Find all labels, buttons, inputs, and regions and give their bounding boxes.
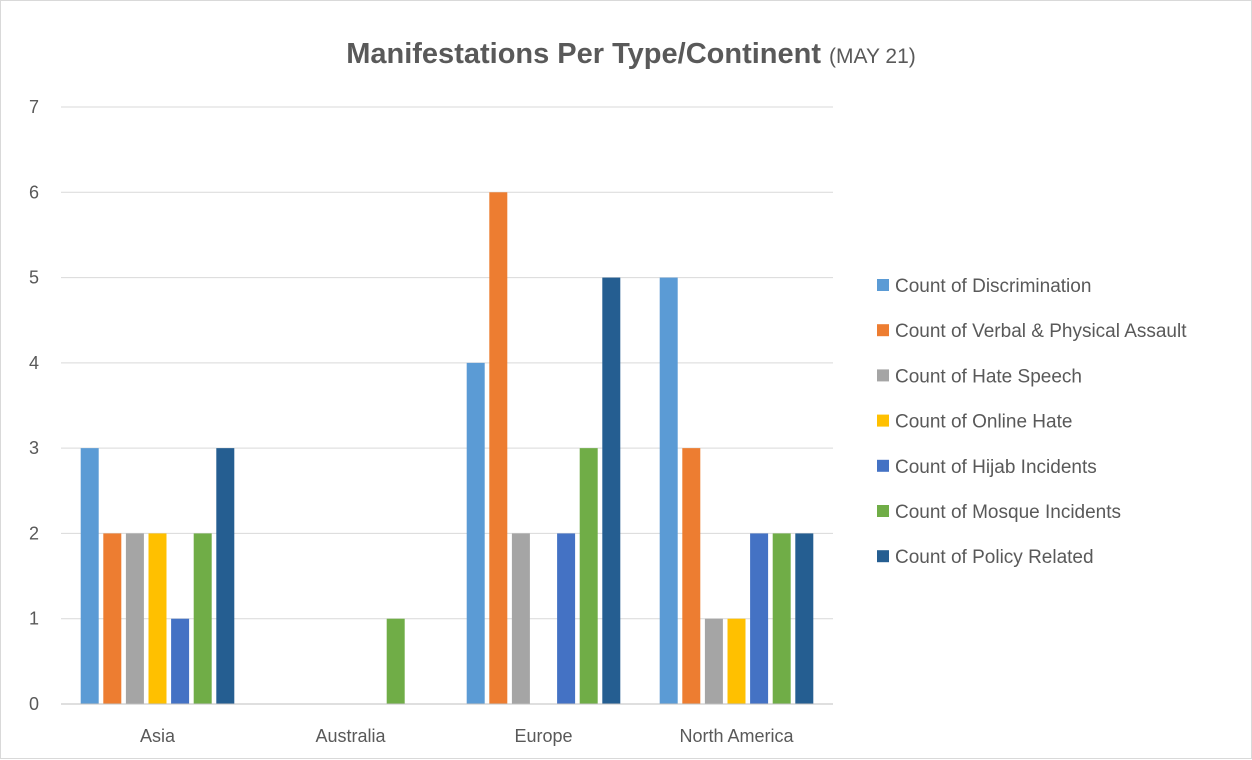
- bar-north-america-series-4: [727, 618, 746, 704]
- bar-north-america-series-1: [659, 277, 678, 704]
- legend-item: Count of Verbal & Physical Assault: [877, 321, 1187, 342]
- y-tick-label: 0: [29, 694, 39, 714]
- legend-label: Count of Policy Related: [895, 547, 1094, 568]
- bar-europe-series-1: [466, 362, 485, 704]
- legend-item: Count of Hijab Incidents: [877, 457, 1097, 478]
- bar-asia-series-6: [193, 533, 212, 704]
- legend-label: Count of Verbal & Physical Assault: [895, 321, 1187, 342]
- legend-item: Count of Online Hate: [877, 412, 1072, 433]
- bars: [80, 192, 814, 705]
- bar-asia-series-2: [103, 533, 122, 704]
- legend: Count of Discrimination Count of Verbal &…: [877, 276, 1187, 568]
- y-tick-label: 2: [29, 523, 39, 543]
- legend-swatch: [877, 324, 889, 337]
- legend-swatch: [877, 505, 889, 517]
- bar-asia-series-5: [171, 618, 190, 704]
- bar-north-america-series-2: [682, 448, 701, 704]
- bar-asia-series-1: [80, 448, 99, 704]
- y-axis-tick-labels: 0 1 2 3 4 5 6 7: [29, 97, 39, 714]
- bar-asia-series-7: [216, 448, 235, 704]
- chart-subtitle: (MAY 21): [829, 45, 916, 68]
- bar-europe-series-7: [602, 277, 621, 704]
- bar-north-america-series-3: [704, 618, 723, 704]
- bar-europe-series-5: [557, 533, 576, 704]
- bar-europe-series-2: [489, 192, 508, 705]
- legend-item: Count of Discrimination: [877, 276, 1091, 297]
- bar-europe-series-6: [579, 448, 598, 704]
- legend-label: Count of Hijab Incidents: [895, 457, 1097, 478]
- legend-label: Count of Discrimination: [895, 276, 1091, 297]
- y-tick-label: 6: [29, 182, 39, 202]
- legend-swatch: [877, 550, 889, 563]
- chart-title: Manifestations Per Type/Continent (MAY 21…: [346, 38, 916, 70]
- legend-label: Count of Online Hate: [895, 412, 1072, 433]
- chart-title-main: Manifestations Per Type/Continent: [346, 38, 821, 70]
- y-tick-label: 3: [29, 438, 39, 458]
- legend-item: Count of Hate Speech: [877, 366, 1082, 387]
- legend-item: Count of Mosque Incidents: [877, 502, 1121, 523]
- bar-asia-series-3: [125, 533, 144, 704]
- legend-item: Count of Policy Related: [877, 547, 1094, 568]
- bar-asia-series-4: [148, 533, 167, 704]
- legend-swatch: [877, 414, 889, 427]
- x-tick-label: North America: [679, 726, 794, 746]
- bar-australia-series-6: [386, 618, 405, 704]
- legend-swatch: [877, 459, 889, 472]
- x-tick-label: Europe: [514, 726, 572, 746]
- y-tick-label: 5: [29, 268, 39, 288]
- x-tick-label: Australia: [315, 726, 386, 746]
- bar-europe-series-3: [511, 533, 530, 704]
- legend-label: Count of Hate Speech: [895, 366, 1082, 387]
- bar-north-america-series-7: [795, 533, 814, 704]
- bar-north-america-series-5: [750, 533, 769, 704]
- gridlines: [61, 106, 833, 620]
- legend-swatch: [877, 369, 889, 382]
- x-tick-label: Asia: [140, 726, 176, 746]
- legend-label: Count of Mosque Incidents: [895, 502, 1121, 523]
- y-tick-label: 1: [29, 609, 39, 629]
- x-axis-tick-labels: Asia Australia Europe North America: [140, 726, 795, 746]
- y-tick-label: 4: [29, 353, 39, 373]
- legend-swatch: [877, 279, 889, 291]
- bar-north-america-series-6: [772, 533, 791, 704]
- y-tick-label: 7: [29, 97, 39, 117]
